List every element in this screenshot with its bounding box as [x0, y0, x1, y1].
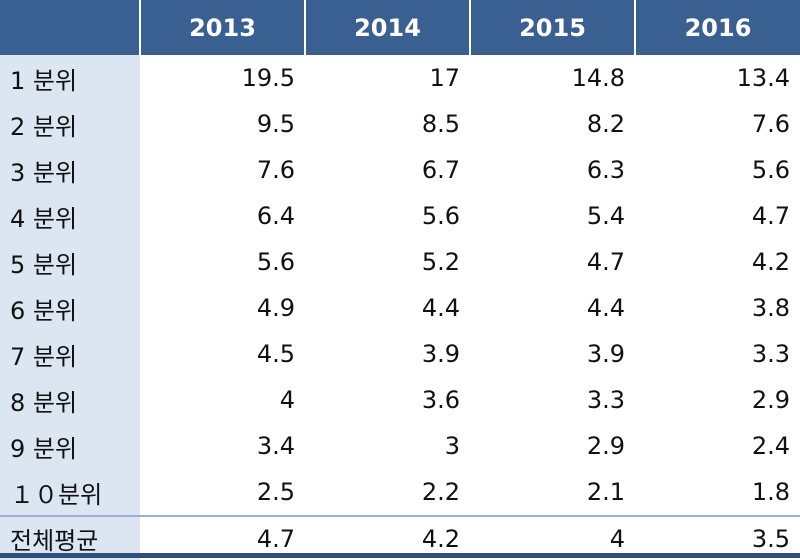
- data-cell: 2.4: [751, 432, 790, 460]
- bottom-rule: [0, 553, 800, 558]
- column-header: 2016: [634, 0, 800, 55]
- data-cell: 3.9: [421, 340, 460, 368]
- row-label: 6 분위: [0, 285, 140, 331]
- table-row: 9 분위 3.4 3 2.9 2.4: [0, 423, 800, 469]
- data-cell: 5.4: [586, 202, 625, 230]
- data-cell: 7.6: [751, 110, 790, 138]
- row-label: １０분위: [0, 469, 140, 516]
- data-cell: 17: [429, 64, 460, 92]
- total-row: 전체평균 4.7 4.2 4 3.5: [0, 515, 800, 560]
- row-label: 5 분위: [0, 239, 140, 285]
- data-cell: 6.7: [421, 156, 460, 184]
- data-cell: 4.9: [256, 294, 295, 322]
- data-cell: 4.2: [305, 515, 470, 560]
- data-cell: 3.9: [586, 340, 625, 368]
- table-row: 7 분위 4.5 3.9 3.9 3.3: [0, 331, 800, 377]
- row-label: 1 분위: [0, 55, 140, 101]
- row-label: 4 분위: [0, 193, 140, 239]
- table-row: 5 분위 5.6 5.2 4.7 4.2: [0, 239, 800, 285]
- data-cell: 8.5: [421, 110, 460, 138]
- row-label: 2 분위: [0, 101, 140, 147]
- data-cell: 4.7: [751, 202, 790, 230]
- table-row: １０분위 2.5 2.2 2.1 1.8: [0, 469, 800, 516]
- column-header: 2013: [139, 0, 305, 55]
- column-header: 2015: [469, 0, 635, 55]
- row-label: 7 분위: [0, 331, 140, 377]
- data-cell: 6.3: [586, 156, 625, 184]
- data-cell: 2.9: [751, 386, 790, 414]
- data-cell: 3.3: [586, 386, 625, 414]
- table-row: 8 분위 4 3.6 3.3 2.9: [0, 377, 800, 423]
- data-cell: 5.6: [421, 202, 460, 230]
- data-cell: 3: [444, 432, 460, 460]
- data-cell: 6.4: [256, 202, 295, 230]
- data-cell: 4: [279, 386, 295, 414]
- table-row: 6 분위 4.9 4.4 4.4 3.8: [0, 285, 800, 331]
- data-cell: 1.8: [751, 478, 790, 506]
- data-cell: 8.2: [586, 110, 625, 138]
- data-cell: 2.2: [421, 478, 460, 506]
- header-row: 2013 2014 2015 2016: [0, 0, 800, 55]
- data-cell: 3.4: [256, 432, 295, 460]
- data-cell: 3.6: [421, 386, 460, 414]
- data-cell: 13.4: [736, 64, 790, 92]
- data-cell: 3.3: [751, 340, 790, 368]
- table-row: 2 분위 9.5 8.5 8.2 7.6: [0, 101, 800, 147]
- table-row: 3 분위 7.6 6.7 6.3 5.6: [0, 147, 800, 193]
- row-label: 전체평균: [0, 515, 140, 560]
- data-cell: 2.5: [256, 478, 295, 506]
- data-cell: 4: [470, 515, 635, 560]
- data-cell: 5.6: [256, 248, 295, 276]
- data-cell: 4.4: [421, 294, 460, 322]
- data-cell: 4.2: [751, 248, 790, 276]
- row-label: 9 분위: [0, 423, 140, 469]
- row-label: 3 분위: [0, 147, 140, 193]
- data-cell: 19.5: [241, 64, 295, 92]
- data-cell: 5.2: [421, 248, 460, 276]
- data-cell: 2.9: [586, 432, 625, 460]
- data-cell: 3.8: [751, 294, 790, 322]
- data-cell: 3.5: [635, 515, 800, 560]
- data-cell: 2.1: [586, 478, 625, 506]
- data-cell: 5.6: [751, 156, 790, 184]
- table-row: 4 분위 6.4 5.6 5.4 4.7: [0, 193, 800, 239]
- table-row: 1 분위 19.5 17 14.8 13.4: [0, 55, 800, 101]
- column-header: 2014: [304, 0, 470, 55]
- data-cell: 4.5: [256, 340, 295, 368]
- data-cell: 4.4: [586, 294, 625, 322]
- corner-cell: [0, 0, 140, 55]
- row-label: 8 분위: [0, 377, 140, 423]
- data-cell: 9.5: [256, 110, 295, 138]
- table-body: 1 분위 19.5 17 14.8 13.4 2 분위 9.5 8.5 8.2 7.6 3 분위 7.…: [0, 55, 800, 560]
- data-cell: 7.6: [256, 156, 295, 184]
- data-cell: 4.7: [586, 248, 625, 276]
- data-cell: 14.8: [571, 64, 625, 92]
- data-cell: 4.7: [140, 515, 305, 560]
